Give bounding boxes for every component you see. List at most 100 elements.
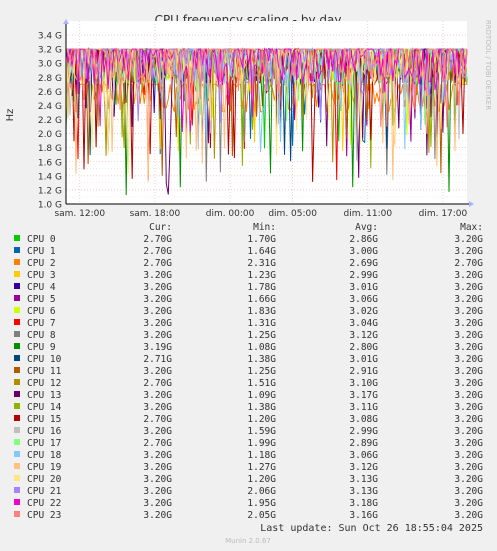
legend-swatch [14,415,20,421]
legend-series-name: CPU 15 [27,414,61,425]
legend-value-min: 1.23G [247,270,276,281]
legend-value-min: 1.20G [247,414,276,425]
legend-value-avg: 2.89G [349,438,378,449]
legend-swatch [14,343,20,349]
x-tick-label: dim. 05:00 [268,209,317,219]
legend-header-max: Max: [460,222,483,233]
legend-value-max: 3.20G [454,438,483,449]
legend-swatch [14,355,20,361]
legend-value-cur: 3.19G [143,342,172,353]
legend-value-cur: 2.70G [143,258,172,269]
legend-value-cur: 3.20G [143,402,172,413]
legend-series-name: CPU 2 [27,258,56,269]
munin-version: Munin 2.0.67 [225,537,271,545]
legend-value-min: 1.25G [247,330,276,341]
legend-swatch [14,451,20,457]
legend-value-avg: 3.16G [349,510,378,521]
legend-value-avg: 2.91G [349,366,378,377]
legend-series-name: CPU 19 [27,462,62,473]
legend-series-name: CPU 8 [27,330,56,341]
legend-series-name: CPU 4 [27,282,56,293]
legend-header-avg: Avg: [355,222,378,233]
legend-value-avg: 3.11G [349,402,378,413]
last-update-text: Last update: Sun Oct 26 18:55:04 2025 [260,523,483,534]
legend-value-max: 3.20G [454,342,483,353]
y-tick-label: 3.0 G [38,60,62,70]
legend-value-cur: 2.70G [143,438,172,449]
legend-swatch [14,487,20,493]
legend-header-cur: Cur: [149,222,172,233]
x-tick-label: dim. 17:00 [419,209,468,219]
legend-series-name: CPU 17 [27,438,61,449]
legend-series-name: CPU 22 [27,498,61,509]
legend-value-cur: 2.70G [143,234,172,245]
y-tick-label: 2.8 G [38,74,62,84]
legend-value-max: 3.20G [454,450,483,461]
legend-swatch [14,427,20,433]
legend-swatch [14,475,20,481]
legend-series-name: CPU 18 [27,450,62,461]
x-tick-label: sam. 18:00 [130,209,181,219]
legend-value-avg: 2.86G [349,234,378,245]
legend-value-avg: 2.80G [349,342,378,353]
legend-swatch [14,499,20,505]
legend-value-avg: 3.13G [349,474,378,485]
legend-series-name: CPU 6 [27,306,56,317]
legend-value-max: 3.20G [454,282,483,293]
legend-swatch [14,331,20,337]
legend-series-name: CPU 9 [27,342,56,353]
legend-value-min: 2.31G [247,258,276,269]
legend-value-min: 1.20G [247,474,276,485]
legend-swatch [14,439,20,445]
legend-swatch [14,295,20,301]
legend-value-cur: 3.20G [143,282,172,293]
legend-value-cur: 2.70G [143,246,172,257]
legend-series-name: CPU 7 [27,318,56,329]
legend-swatch [14,367,20,373]
legend-value-min: 1.31G [247,318,276,329]
legend-value-min: 1.78G [247,282,276,293]
legend-value-min: 2.06G [247,486,276,497]
y-tick-label: 2.2 G [38,116,62,126]
legend-value-avg: 2.99G [349,426,378,437]
legend-value-cur: 3.20G [143,462,172,473]
y-tick-label: 3.4 G [38,32,62,42]
legend-value-avg: 3.00G [349,246,378,257]
legend-value-max: 3.20G [454,366,483,377]
legend-header-min: Min: [253,222,276,233]
x-tick-label: dim. 00:00 [206,209,255,219]
legend-swatch [14,379,20,385]
legend-value-max: 3.20G [454,294,483,305]
legend-value-max: 3.20G [454,414,483,425]
legend-value-avg: 3.10G [349,378,378,389]
y-tick-label: 1.0 G [38,201,62,211]
legend-value-min: 1.59G [247,426,276,437]
legend-value-cur: 3.20G [143,510,172,521]
y-tick-label: 2.6 G [38,88,62,98]
legend-value-cur: 3.20G [143,270,172,281]
legend-value-cur: 3.20G [143,318,172,329]
y-tick-label: 1.2 G [38,186,62,196]
legend-value-max: 3.20G [454,246,483,257]
y-axis-arrow-icon [63,19,69,24]
rrdtool-credit: RRDTOOL / TOBI OETIKER [484,20,492,110]
legend-swatch [14,235,20,241]
legend-series-name: CPU 11 [27,366,62,377]
legend-value-avg: 3.12G [349,330,378,341]
legend-value-min: 1.38G [247,402,276,413]
legend-swatch [14,319,20,325]
legend-value-min: 1.25G [247,366,276,377]
legend-value-cur: 3.20G [143,474,172,485]
legend-value-avg: 3.01G [349,354,378,365]
legend-value-cur: 3.20G [143,498,172,509]
legend-swatch [14,391,20,397]
legend-value-min: 1.08G [247,342,276,353]
legend-value-max: 3.20G [454,330,483,341]
legend-value-cur: 2.71G [143,354,172,365]
legend-value-min: 1.09G [247,390,276,401]
y-tick-label: 1.8 G [38,144,62,154]
y-tick-label: 2.0 G [38,130,62,140]
y-tick-label: 2.4 G [38,102,62,112]
legend-value-cur: 3.20G [143,366,172,377]
